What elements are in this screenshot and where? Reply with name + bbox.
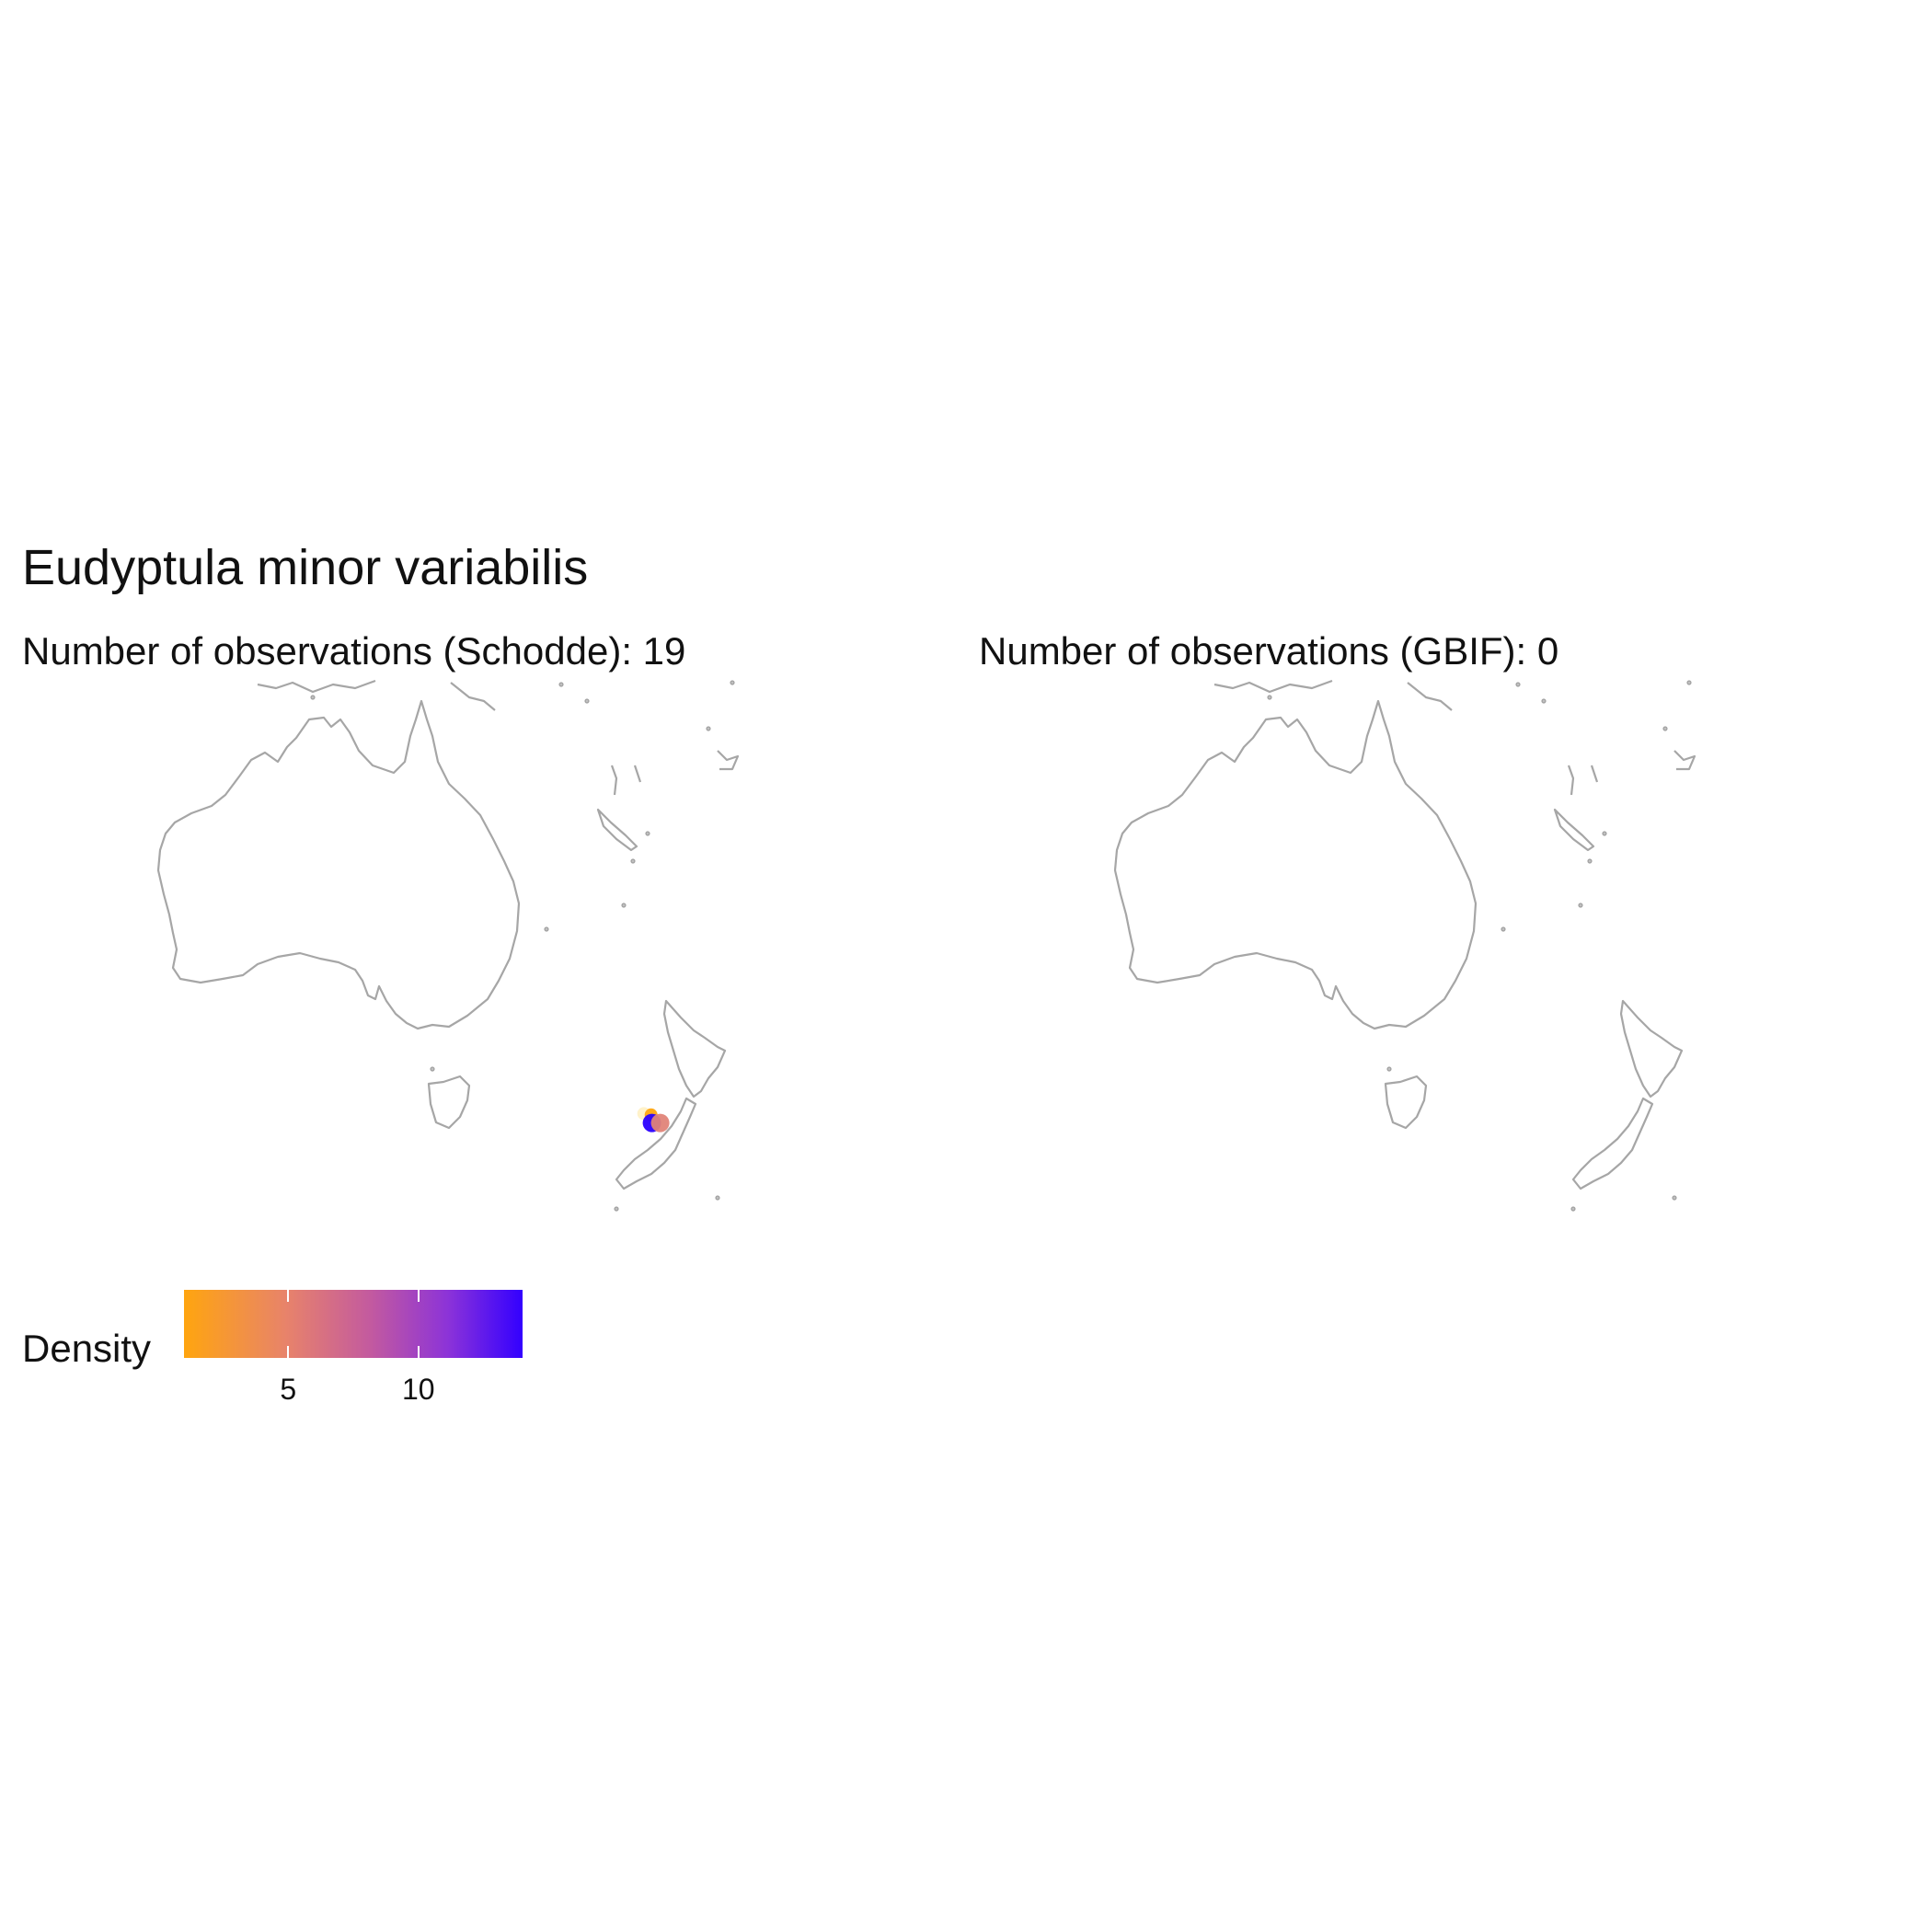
basemap xyxy=(1113,679,1696,1212)
vanuatu-islands xyxy=(1567,765,1599,796)
legend-tick-mark xyxy=(287,1346,290,1358)
islet xyxy=(614,1206,619,1212)
solomon-islands-coast xyxy=(1407,682,1453,711)
nz-north-island-outline xyxy=(662,999,727,1098)
islet xyxy=(558,682,564,687)
legend-tick-mark xyxy=(417,1290,420,1302)
islet xyxy=(584,698,590,704)
subtitle-gbif: Number of observations (GBIF): 0 xyxy=(979,629,1559,673)
islet xyxy=(310,695,316,700)
density-colorbar xyxy=(184,1290,523,1358)
nz-south-island-outline xyxy=(615,1097,697,1190)
legend-tick-mark xyxy=(287,1290,290,1302)
islet xyxy=(1541,698,1547,704)
fiji-islands xyxy=(717,750,740,771)
new-caledonia-outline xyxy=(1553,808,1595,852)
legend-tick-mark xyxy=(417,1346,420,1358)
islet xyxy=(1587,858,1593,864)
islet xyxy=(1570,1206,1576,1212)
nz-south-island-outline xyxy=(1571,1097,1654,1190)
new-guinea-coast xyxy=(257,679,376,694)
islet xyxy=(621,903,627,908)
subtitle-schodde: Number of observations (Schodde): 19 xyxy=(22,629,686,673)
observation-point xyxy=(650,1113,670,1133)
islet xyxy=(645,831,650,836)
basemap xyxy=(156,679,740,1212)
legend-tick-label: 5 xyxy=(280,1373,297,1406)
tasmania-outline xyxy=(1384,1075,1428,1130)
islet xyxy=(715,1195,720,1201)
islet xyxy=(1662,726,1668,731)
islet xyxy=(430,1066,435,1072)
islet xyxy=(1578,903,1583,908)
new-guinea-coast xyxy=(1213,679,1333,694)
islet xyxy=(1686,680,1692,685)
islet xyxy=(1267,695,1272,700)
islet xyxy=(1672,1195,1677,1201)
tasmania-outline xyxy=(427,1075,471,1130)
plot-title: Eudyptula minor variabilis xyxy=(22,540,589,595)
fiji-islands xyxy=(1673,750,1696,771)
nz-north-island-outline xyxy=(1619,999,1684,1098)
vanuatu-islands xyxy=(610,765,642,796)
new-caledonia-outline xyxy=(596,808,638,852)
islet xyxy=(706,726,711,731)
observation-points xyxy=(637,1107,670,1133)
islet xyxy=(730,680,735,685)
islet xyxy=(1386,1066,1392,1072)
islet xyxy=(1501,926,1506,932)
islet xyxy=(1602,831,1607,836)
solomon-islands-coast xyxy=(450,682,496,711)
islet xyxy=(1515,682,1521,687)
islet xyxy=(630,858,636,864)
legend-tick-label: 10 xyxy=(401,1373,435,1406)
map-panel-gbif xyxy=(1113,679,1696,1212)
islet xyxy=(544,926,549,932)
australia-outline xyxy=(156,699,521,1030)
legend-title: Density xyxy=(22,1327,152,1370)
map-panel-schodde xyxy=(156,679,740,1212)
australia-outline xyxy=(1113,699,1478,1030)
